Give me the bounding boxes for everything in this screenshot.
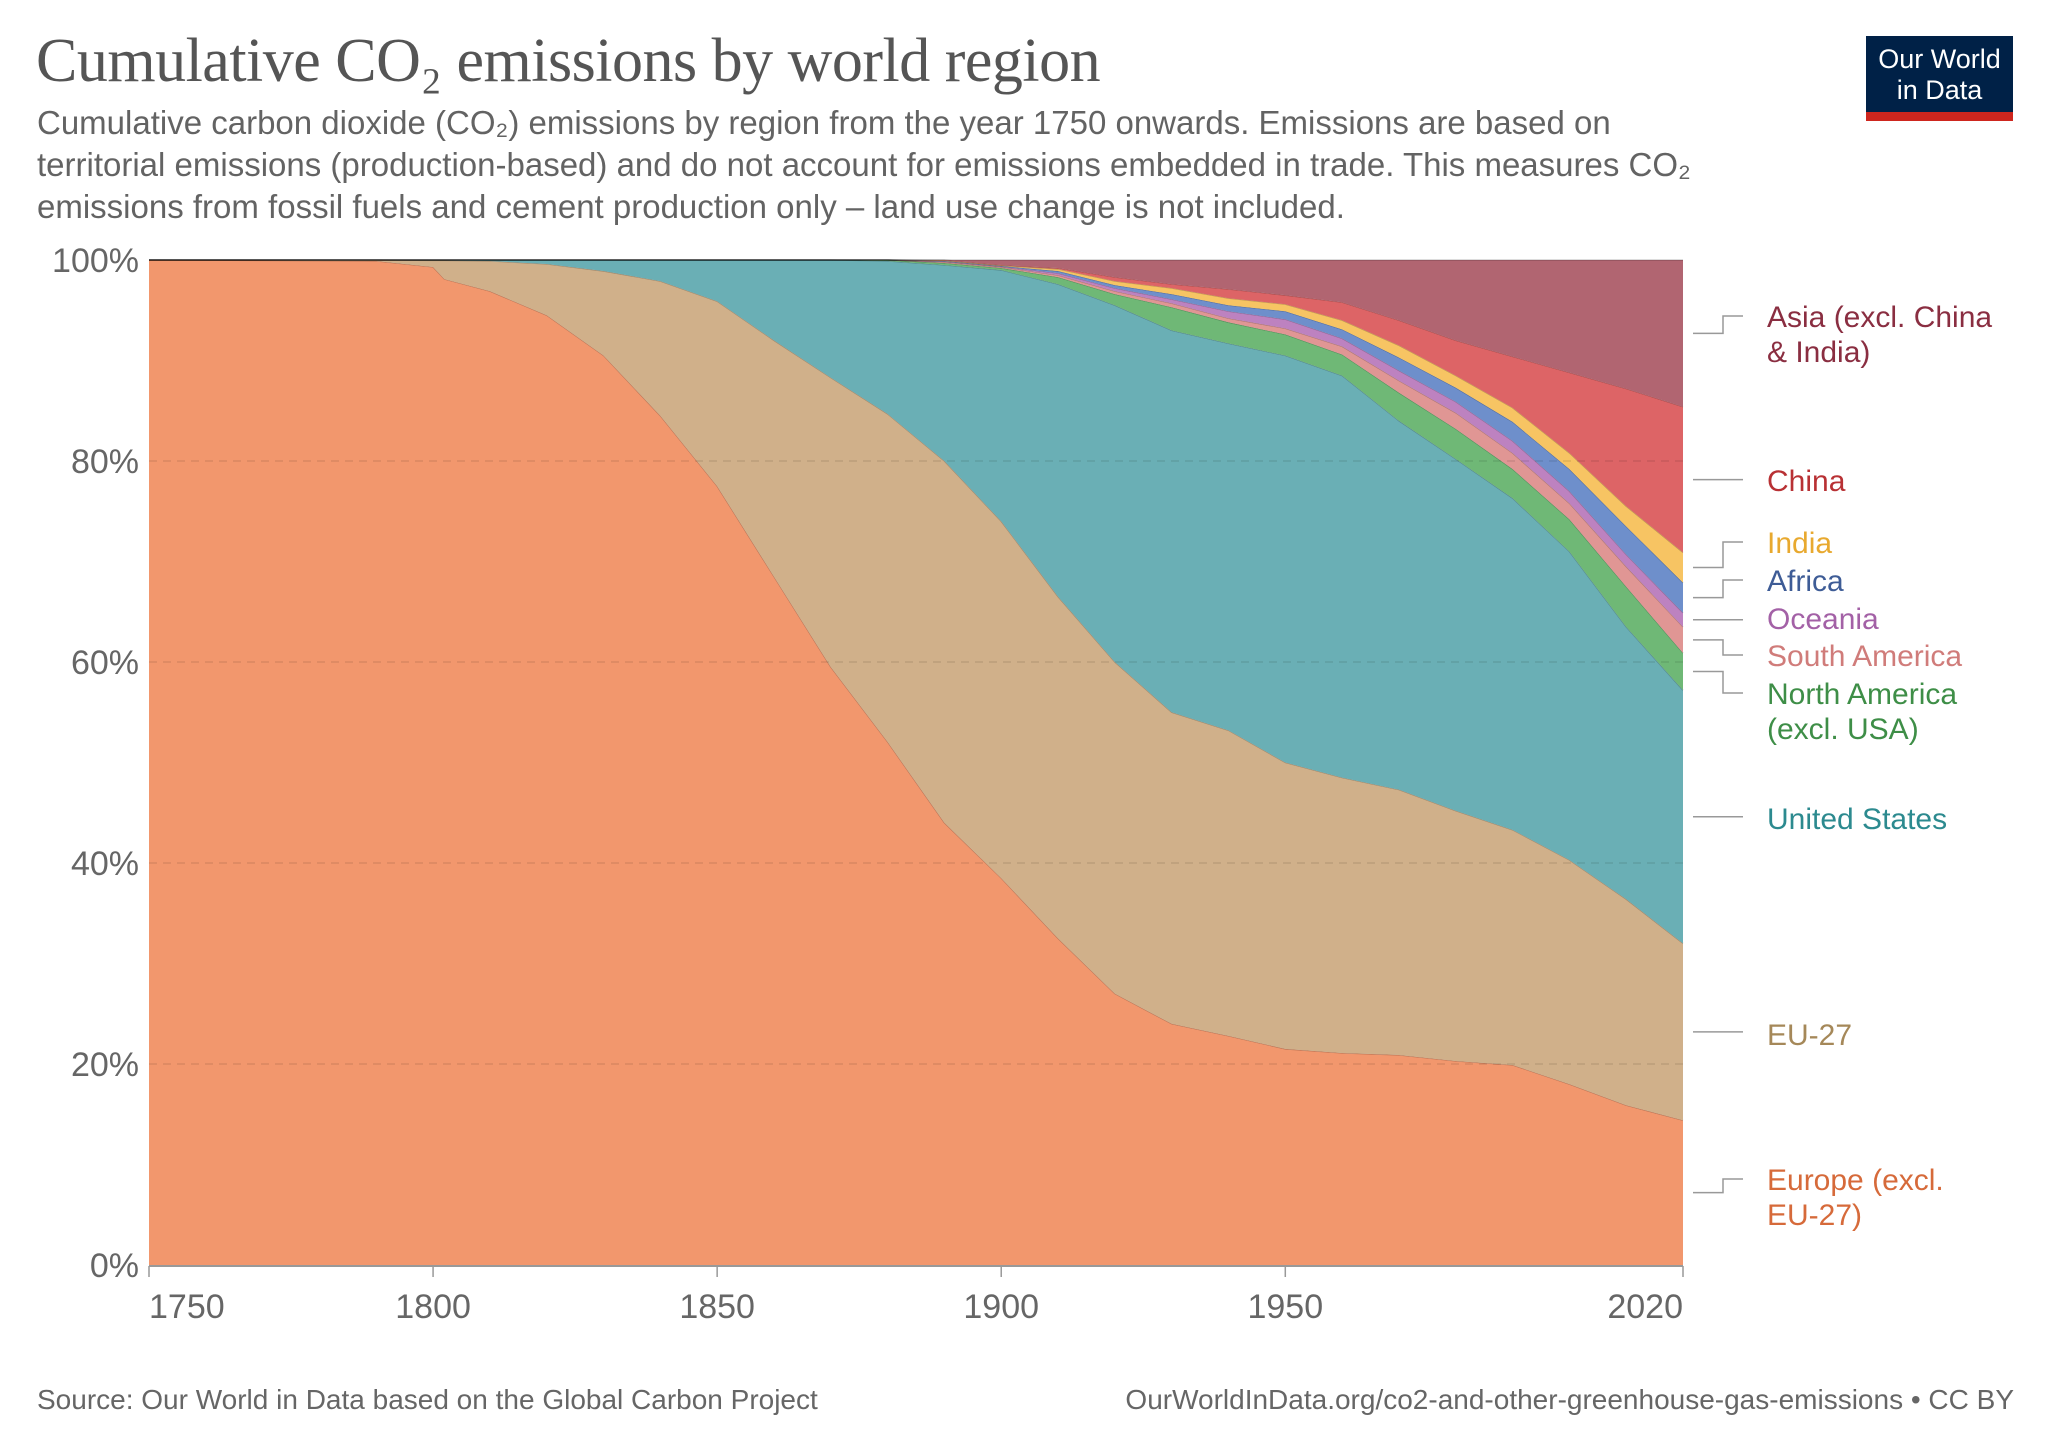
legend-label: EU-27) (1767, 1199, 1862, 1232)
legend-label: India (1767, 527, 1832, 560)
legend-item[interactable]: Europe (excl.EU-27) (1693, 1164, 1944, 1232)
legend-connector (1693, 541, 1743, 569)
legend-label: Europe (excl. (1767, 1164, 1944, 1197)
owid-logo[interactable]: Our World in Data (1866, 36, 2013, 121)
logo-line-2: in Data (1896, 75, 1983, 105)
subtitle-line-1: Cumulative carbon dioxide (CO₂) emission… (37, 104, 1611, 141)
legend-connector (1693, 579, 1743, 599)
x-tick-label: 1850 (679, 1288, 755, 1326)
x-tick-label: 1800 (395, 1288, 471, 1326)
area-united-states[interactable] (149, 260, 1683, 944)
legend-label: South America (1767, 640, 1962, 673)
legend-item[interactable]: South America (1693, 639, 1962, 673)
legend-item[interactable]: United States (1693, 803, 1947, 836)
y-tick-label: 80% (71, 443, 139, 481)
y-tick-label: 0% (90, 1247, 139, 1285)
subtitle-line-2: territorial emissions (production-based)… (37, 146, 1691, 183)
chart-title: Cumulative CO₂ emissions by world region (36, 27, 1101, 95)
legend-label: & India) (1767, 336, 1870, 369)
y-tick-label: 40% (71, 845, 139, 883)
legend-connector (1693, 639, 1743, 656)
x-tick-label: 1750 (149, 1288, 225, 1326)
legend-label: (excl. USA) (1767, 713, 1919, 746)
legend-label: Oceania (1767, 603, 1879, 636)
area-boundary-line (149, 259, 1684, 614)
legend-item[interactable]: China (1693, 465, 1846, 498)
legend-item[interactable]: EU-27 (1693, 1019, 1852, 1052)
legend-item[interactable]: Oceania (1693, 603, 1879, 636)
chart-subtitle: Cumulative carbon dioxide (CO₂) emission… (37, 102, 1817, 228)
legend-item[interactable]: Asia (excl. China& India) (1693, 301, 1992, 369)
legend-label: China (1767, 465, 1846, 498)
subtitle-line-3: emissions from fossil fuels and cement p… (37, 188, 1345, 225)
legend-label: Africa (1767, 565, 1844, 598)
source-note: Source: Our World in Data based on the G… (37, 1384, 818, 1415)
logo-accent-bar (1866, 112, 2013, 121)
legend-labels: Europe (excl.EU-27) EU-27 United States Nor… (1693, 301, 1992, 1232)
axes: 0% 20% 40% 60% 80% 100% 1750 1800 1850 1900 1950 20… (52, 242, 1684, 1326)
legend-connector (1693, 1178, 1743, 1194)
legend-label: United States (1767, 803, 1947, 836)
area-eu-27[interactable] (149, 260, 1683, 1121)
legend-label: North America (1767, 678, 1957, 711)
legend-label: Asia (excl. China (1767, 301, 1992, 334)
legend-label: EU-27 (1767, 1019, 1852, 1052)
x-tick-label: 1900 (963, 1288, 1039, 1326)
area-europe-excl-eu-27[interactable] (149, 260, 1683, 1265)
y-tick-label: 60% (71, 644, 139, 682)
logo-line-1: Our World (1878, 44, 2001, 74)
area-asia-excl-china-india[interactable] (149, 260, 1683, 407)
area-layers (148, 259, 1684, 1265)
legend-item[interactable]: Africa (1693, 565, 1844, 599)
y-tick-label: 20% (71, 1046, 139, 1084)
x-tick-label: 1950 (1247, 1288, 1323, 1326)
source-url-link[interactable]: OurWorldInData.org/co2-and-other-greenho… (1125, 1384, 2014, 1415)
legend-connector (1693, 315, 1743, 335)
x-tick-label: 2020 (1607, 1288, 1683, 1326)
legend-connector (1693, 670, 1743, 694)
y-tick-label: 100% (52, 242, 139, 280)
legend-item[interactable]: India (1693, 527, 1832, 569)
legend-item[interactable]: North America(excl. USA) (1693, 670, 1957, 746)
